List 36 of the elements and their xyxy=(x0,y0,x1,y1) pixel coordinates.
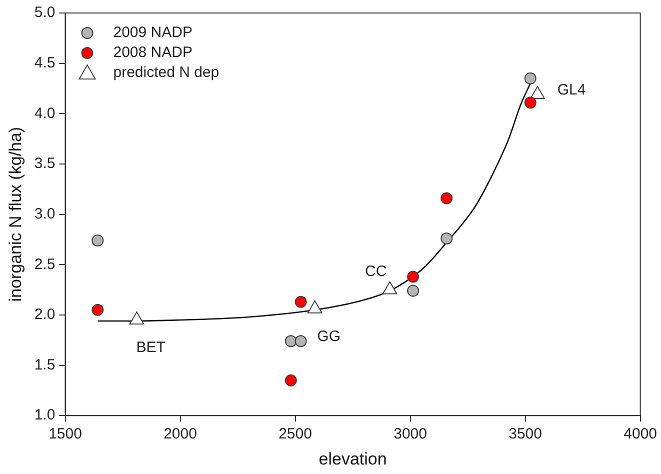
point xyxy=(284,335,297,348)
x-tick-label: 3000 xyxy=(394,426,427,443)
annotation: BET xyxy=(136,339,166,356)
point xyxy=(524,96,536,109)
y-tick-label: 3.0 xyxy=(34,205,56,222)
y-axis-title: inorganic N flux (kg/ha) xyxy=(6,126,25,302)
y-tick-label: 3.5 xyxy=(34,155,56,172)
y-tick-label: 5.0 xyxy=(34,4,56,22)
y-tick-label: 2.0 xyxy=(34,306,56,324)
point xyxy=(92,234,104,246)
point xyxy=(407,270,420,283)
legend-label: 2008 NADP xyxy=(113,44,192,62)
legend-label: predicted N dep xyxy=(113,64,220,82)
legend-label: 2009 NADP xyxy=(113,24,192,42)
x-tick-label: 4000 xyxy=(624,426,658,443)
y-tick-label: 4.5 xyxy=(34,54,56,72)
point xyxy=(440,192,453,204)
x-tick-label: 3500 xyxy=(508,426,542,443)
x-tick-label: 2000 xyxy=(164,426,197,443)
point xyxy=(407,284,420,297)
point xyxy=(92,304,104,316)
y-tick-label: 1.5 xyxy=(34,356,56,374)
point xyxy=(440,232,453,244)
x-axis-title: elevation xyxy=(318,449,387,468)
annotation: CC xyxy=(364,262,387,280)
x-tick-label: 2500 xyxy=(278,426,312,443)
point xyxy=(284,374,297,386)
annotation: GG xyxy=(317,328,340,346)
y-tick-label: 1.0 xyxy=(34,406,56,424)
point xyxy=(524,72,536,84)
point xyxy=(294,335,307,348)
annotation: GL4 xyxy=(557,82,586,99)
y-tick-label: 4.0 xyxy=(34,104,56,122)
y-tick-label: 2.5 xyxy=(34,256,56,273)
x-tick-label: 1500 xyxy=(48,426,82,443)
point xyxy=(294,296,307,308)
